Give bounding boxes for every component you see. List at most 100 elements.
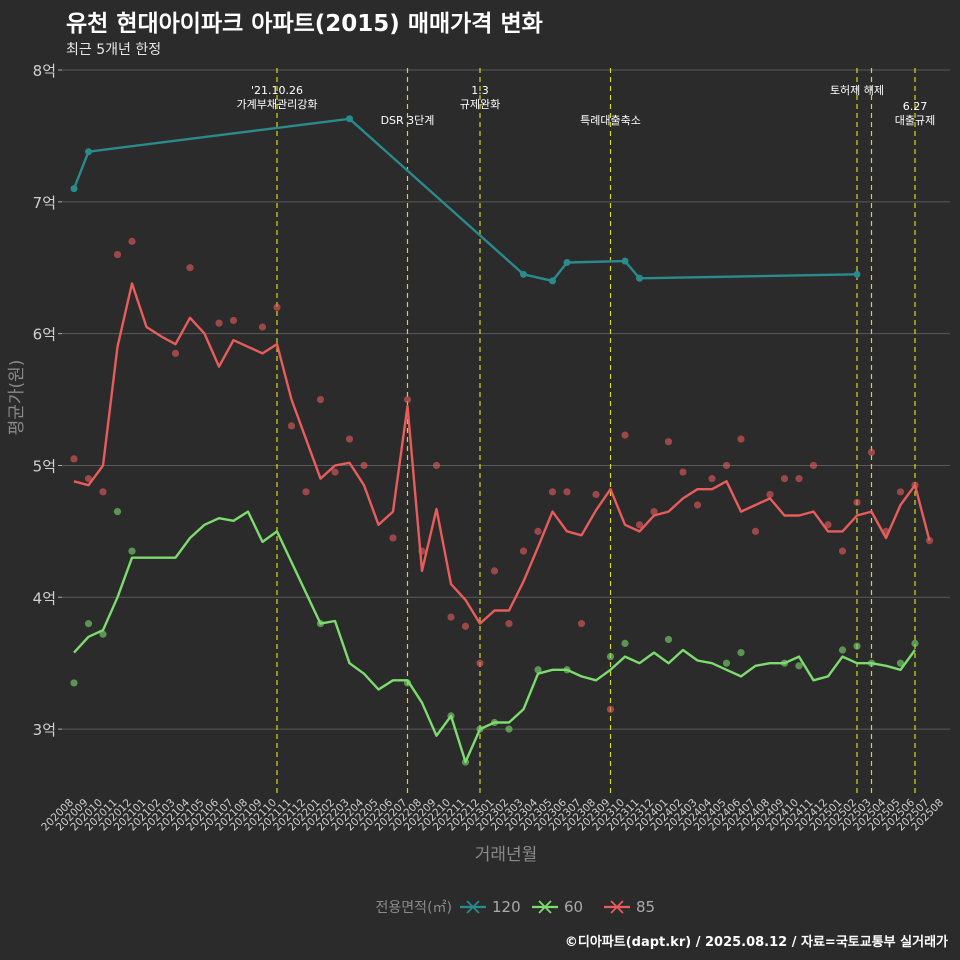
policy-annotation: DSR 3단계 [381, 114, 435, 127]
legend-title: 전용면적(㎡) [376, 900, 452, 916]
transaction-point-85 [84, 475, 93, 483]
transaction-point-85 [447, 613, 455, 621]
transaction-point-85 [461, 622, 470, 630]
transaction-point-85 [287, 422, 296, 430]
transaction-point-85 [737, 435, 745, 443]
transaction-point-85 [534, 527, 542, 535]
transaction-point-60 [99, 630, 107, 638]
chart-subtitle: 최근 5개년 한정 [66, 42, 162, 58]
transaction-point-85 [505, 620, 513, 628]
transaction-point-85 [679, 468, 687, 476]
policy-annotation: 가계부채관리강화 [237, 98, 318, 111]
transaction-point-60 [838, 646, 847, 654]
y-tick-label: 7억 [33, 194, 56, 212]
transaction-point-85 [99, 488, 107, 496]
transaction-point-85 [403, 395, 412, 404]
legend-swatch-x-60 [538, 900, 552, 914]
series-point-120 [563, 258, 571, 266]
transaction-point-60 [84, 620, 93, 628]
transaction-point-85 [592, 490, 600, 499]
transaction-point-85 [563, 488, 571, 496]
transaction-point-85 [766, 490, 774, 499]
transaction-point-85 [577, 620, 586, 628]
transaction-point-85 [722, 461, 731, 470]
transaction-point-85 [693, 501, 702, 509]
transaction-point-85 [635, 521, 644, 529]
transaction-point-60 [70, 679, 78, 687]
transaction-point-85 [302, 488, 310, 496]
policy-annotation: 규제완화 [460, 98, 500, 111]
transaction-point-85 [229, 316, 238, 325]
y-tick-label: 8억 [33, 62, 56, 80]
transaction-point-85 [316, 395, 325, 404]
policy-annotation: '21.10.26 [251, 84, 303, 97]
transaction-point-85 [664, 438, 673, 446]
transaction-point-60 [621, 639, 629, 648]
transaction-point-85 [258, 323, 267, 331]
transaction-point-85 [273, 303, 281, 311]
transaction-point-60 [737, 649, 745, 657]
transaction-point-85 [867, 448, 876, 456]
series-line-85 [73, 282, 931, 625]
policy-annotation: 대출규제 [895, 114, 935, 127]
transaction-point-85 [751, 527, 760, 535]
legend-label-85: 85 [636, 898, 655, 916]
transaction-point-85 [838, 547, 847, 555]
series-line-120 [72, 117, 858, 283]
transaction-point-85 [780, 475, 789, 483]
transaction-point-60 [853, 642, 861, 650]
y-tick-label: 3억 [33, 721, 56, 739]
series-point-120 [636, 274, 643, 282]
series-point-120 [520, 270, 527, 278]
transaction-point-60 [505, 725, 513, 733]
transaction-point-85 [70, 455, 78, 463]
transaction-point-85 [476, 659, 484, 667]
transaction-point-85 [389, 534, 397, 542]
y-tick-label: 4억 [33, 589, 56, 607]
policy-annotation: 특례대출축소 [580, 114, 641, 127]
transaction-point-85 [113, 250, 122, 259]
transaction-point-60 [896, 659, 905, 667]
transaction-point-85 [853, 498, 861, 506]
transaction-point-85 [432, 461, 441, 470]
legend-swatch-x-85 [610, 900, 624, 914]
source-credit: ©디아파트(dapt.kr) / 2025.08.12 / 자료=국토교통부 실… [564, 935, 948, 950]
transaction-point-60 [128, 547, 136, 555]
transaction-point-60 [911, 639, 919, 648]
series-point-120 [549, 277, 556, 285]
transaction-point-60 [534, 666, 542, 674]
x-axis-title: 거래년월 [475, 845, 538, 865]
transaction-point-85 [345, 435, 354, 443]
transaction-point-60 [113, 507, 122, 516]
transaction-point-85 [128, 237, 136, 245]
policy-annotation: 1.3 [471, 84, 489, 97]
transaction-point-85 [795, 475, 803, 483]
chart-title: 유천 현대아이파크 아파트(2015) 매매가격 변화 [66, 11, 543, 37]
transaction-point-60 [722, 659, 731, 667]
transaction-point-85 [490, 567, 499, 575]
transaction-point-85 [650, 507, 658, 516]
transaction-point-85 [824, 521, 832, 529]
policy-annotation: 6.27 [903, 100, 928, 113]
transaction-point-85 [519, 547, 528, 555]
transaction-point-85 [186, 264, 194, 272]
legend-label-60: 60 [564, 898, 583, 916]
series-point-120 [70, 185, 78, 193]
policy-annotation: 토허제 해제 [830, 83, 884, 97]
transaction-point-85 [621, 431, 629, 439]
series-line-60 [73, 510, 916, 764]
transaction-point-60 [664, 635, 673, 644]
transaction-point-85 [809, 461, 818, 470]
series-point-120 [85, 148, 92, 156]
y-axis-title: 평균가(원) [7, 360, 27, 436]
y-tick-label: 6억 [33, 326, 56, 344]
legend-swatch-x-120 [466, 900, 480, 914]
series-point-120 [853, 270, 861, 278]
transaction-point-85 [215, 319, 223, 327]
transaction-point-60 [795, 662, 803, 670]
transaction-point-85 [606, 705, 615, 713]
transaction-point-85 [896, 488, 905, 496]
transaction-point-85 [331, 468, 339, 476]
transaction-point-60 [606, 652, 615, 661]
